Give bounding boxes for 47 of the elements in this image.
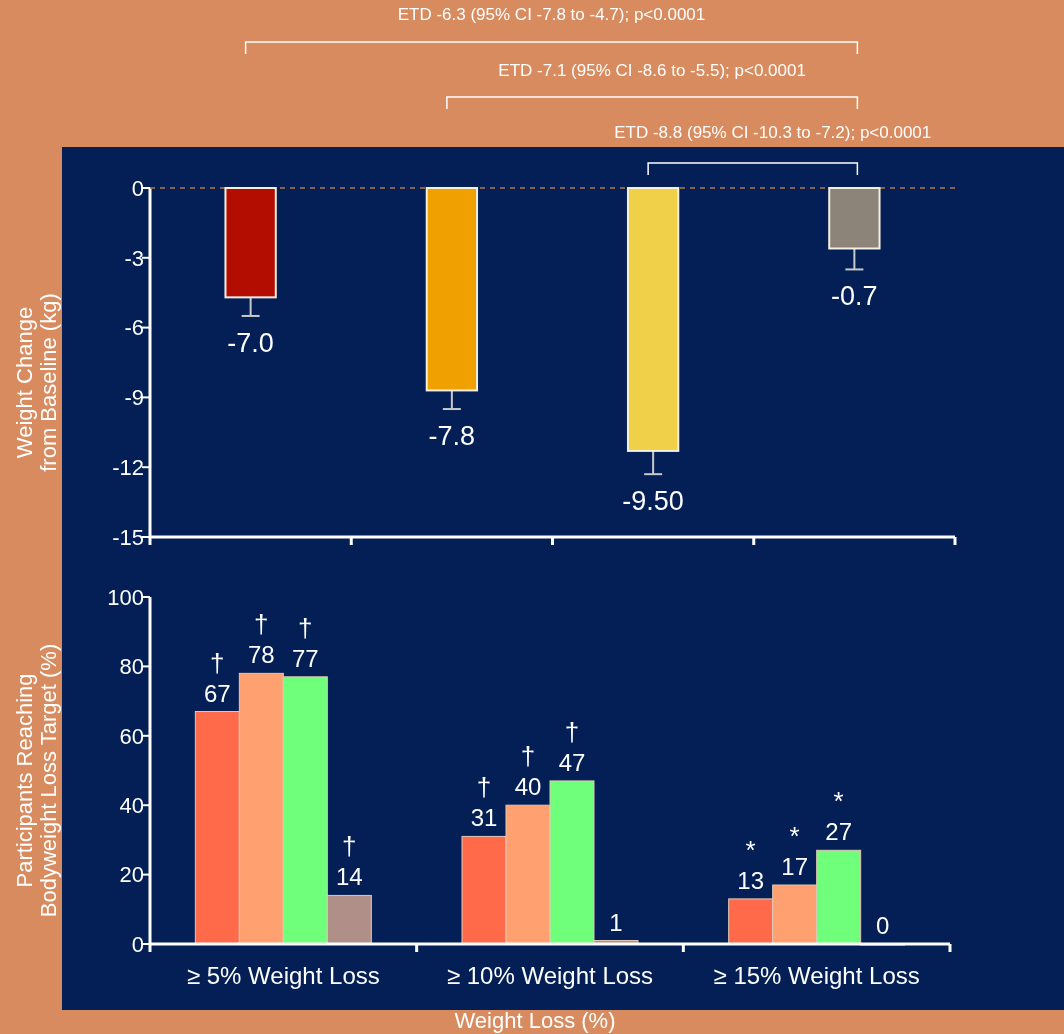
y-tick-label: -6 — [124, 315, 144, 341]
annotation: † — [564, 716, 580, 747]
y-tick-label: 40 — [119, 792, 144, 818]
text: ETD -6.3 (95% CI -7.8 to -4.7); p<0.0001 — [397, 5, 706, 24]
data-label: 31 — [470, 804, 498, 832]
data-label: 13 — [737, 866, 765, 894]
data-label: 78 — [247, 641, 275, 669]
annotation: † — [210, 647, 225, 678]
annotation: † — [520, 741, 536, 772]
y-tick-label: 100 — [107, 584, 144, 610]
annotation: † — [476, 772, 492, 803]
y-tick-label: 60 — [119, 723, 144, 749]
x-tick-label: ≥ 15% Weight Loss — [713, 962, 920, 989]
data-label: 47 — [558, 748, 586, 776]
annotation: * — [745, 834, 756, 865]
y-tick-label: -3 — [124, 245, 144, 271]
y-tick-label: 0 — [131, 175, 144, 201]
y-axis-title: Weight Change from Baseline (kg) — [12, 293, 61, 472]
data-label: 67 — [203, 679, 231, 707]
annotation: † — [298, 612, 313, 643]
y-tick-label: -9 — [124, 385, 144, 411]
y-tick-label: 20 — [119, 862, 144, 888]
data-label: 14 — [335, 863, 363, 891]
data-label: 77 — [291, 644, 319, 672]
data-label: 1 — [609, 908, 623, 936]
annotation: † — [342, 831, 357, 862]
y-tick-label: 80 — [119, 654, 144, 680]
y-axis-title: Participants Reaching Bodyweight Loss Target (%) — [12, 643, 61, 918]
annotation: † — [254, 609, 269, 640]
x-tick-label: ≥ 10% Weight Loss — [446, 962, 654, 989]
data-label: 27 — [825, 818, 853, 846]
annotation: -0.7 — [831, 281, 878, 312]
annotation: * — [833, 786, 844, 817]
text: ETD -7.1 (95% CI -8.6 to -5.5); p<0.0001 — [498, 61, 806, 80]
y-tick-label: -12 — [112, 454, 144, 480]
data-label: 17 — [781, 853, 809, 881]
annotation: -7.8 — [428, 421, 476, 452]
annotation: -7.0 — [227, 327, 274, 358]
y-tick-label: 0 — [131, 931, 144, 957]
data-label: 0 — [875, 912, 890, 939]
annotation: -9.50 — [622, 486, 684, 517]
text: ETD -8.8 (95% CI -10.3 to -7.2); p<0.0001 — [614, 123, 932, 142]
data-label: 40 — [514, 773, 542, 801]
x-tick-label: ≥ 5% Weight Loss — [186, 962, 380, 989]
annotation: * — [789, 821, 800, 852]
x-axis-title: Weight Loss (%) — [454, 1008, 616, 1033]
y-tick-label: -15 — [112, 524, 144, 550]
